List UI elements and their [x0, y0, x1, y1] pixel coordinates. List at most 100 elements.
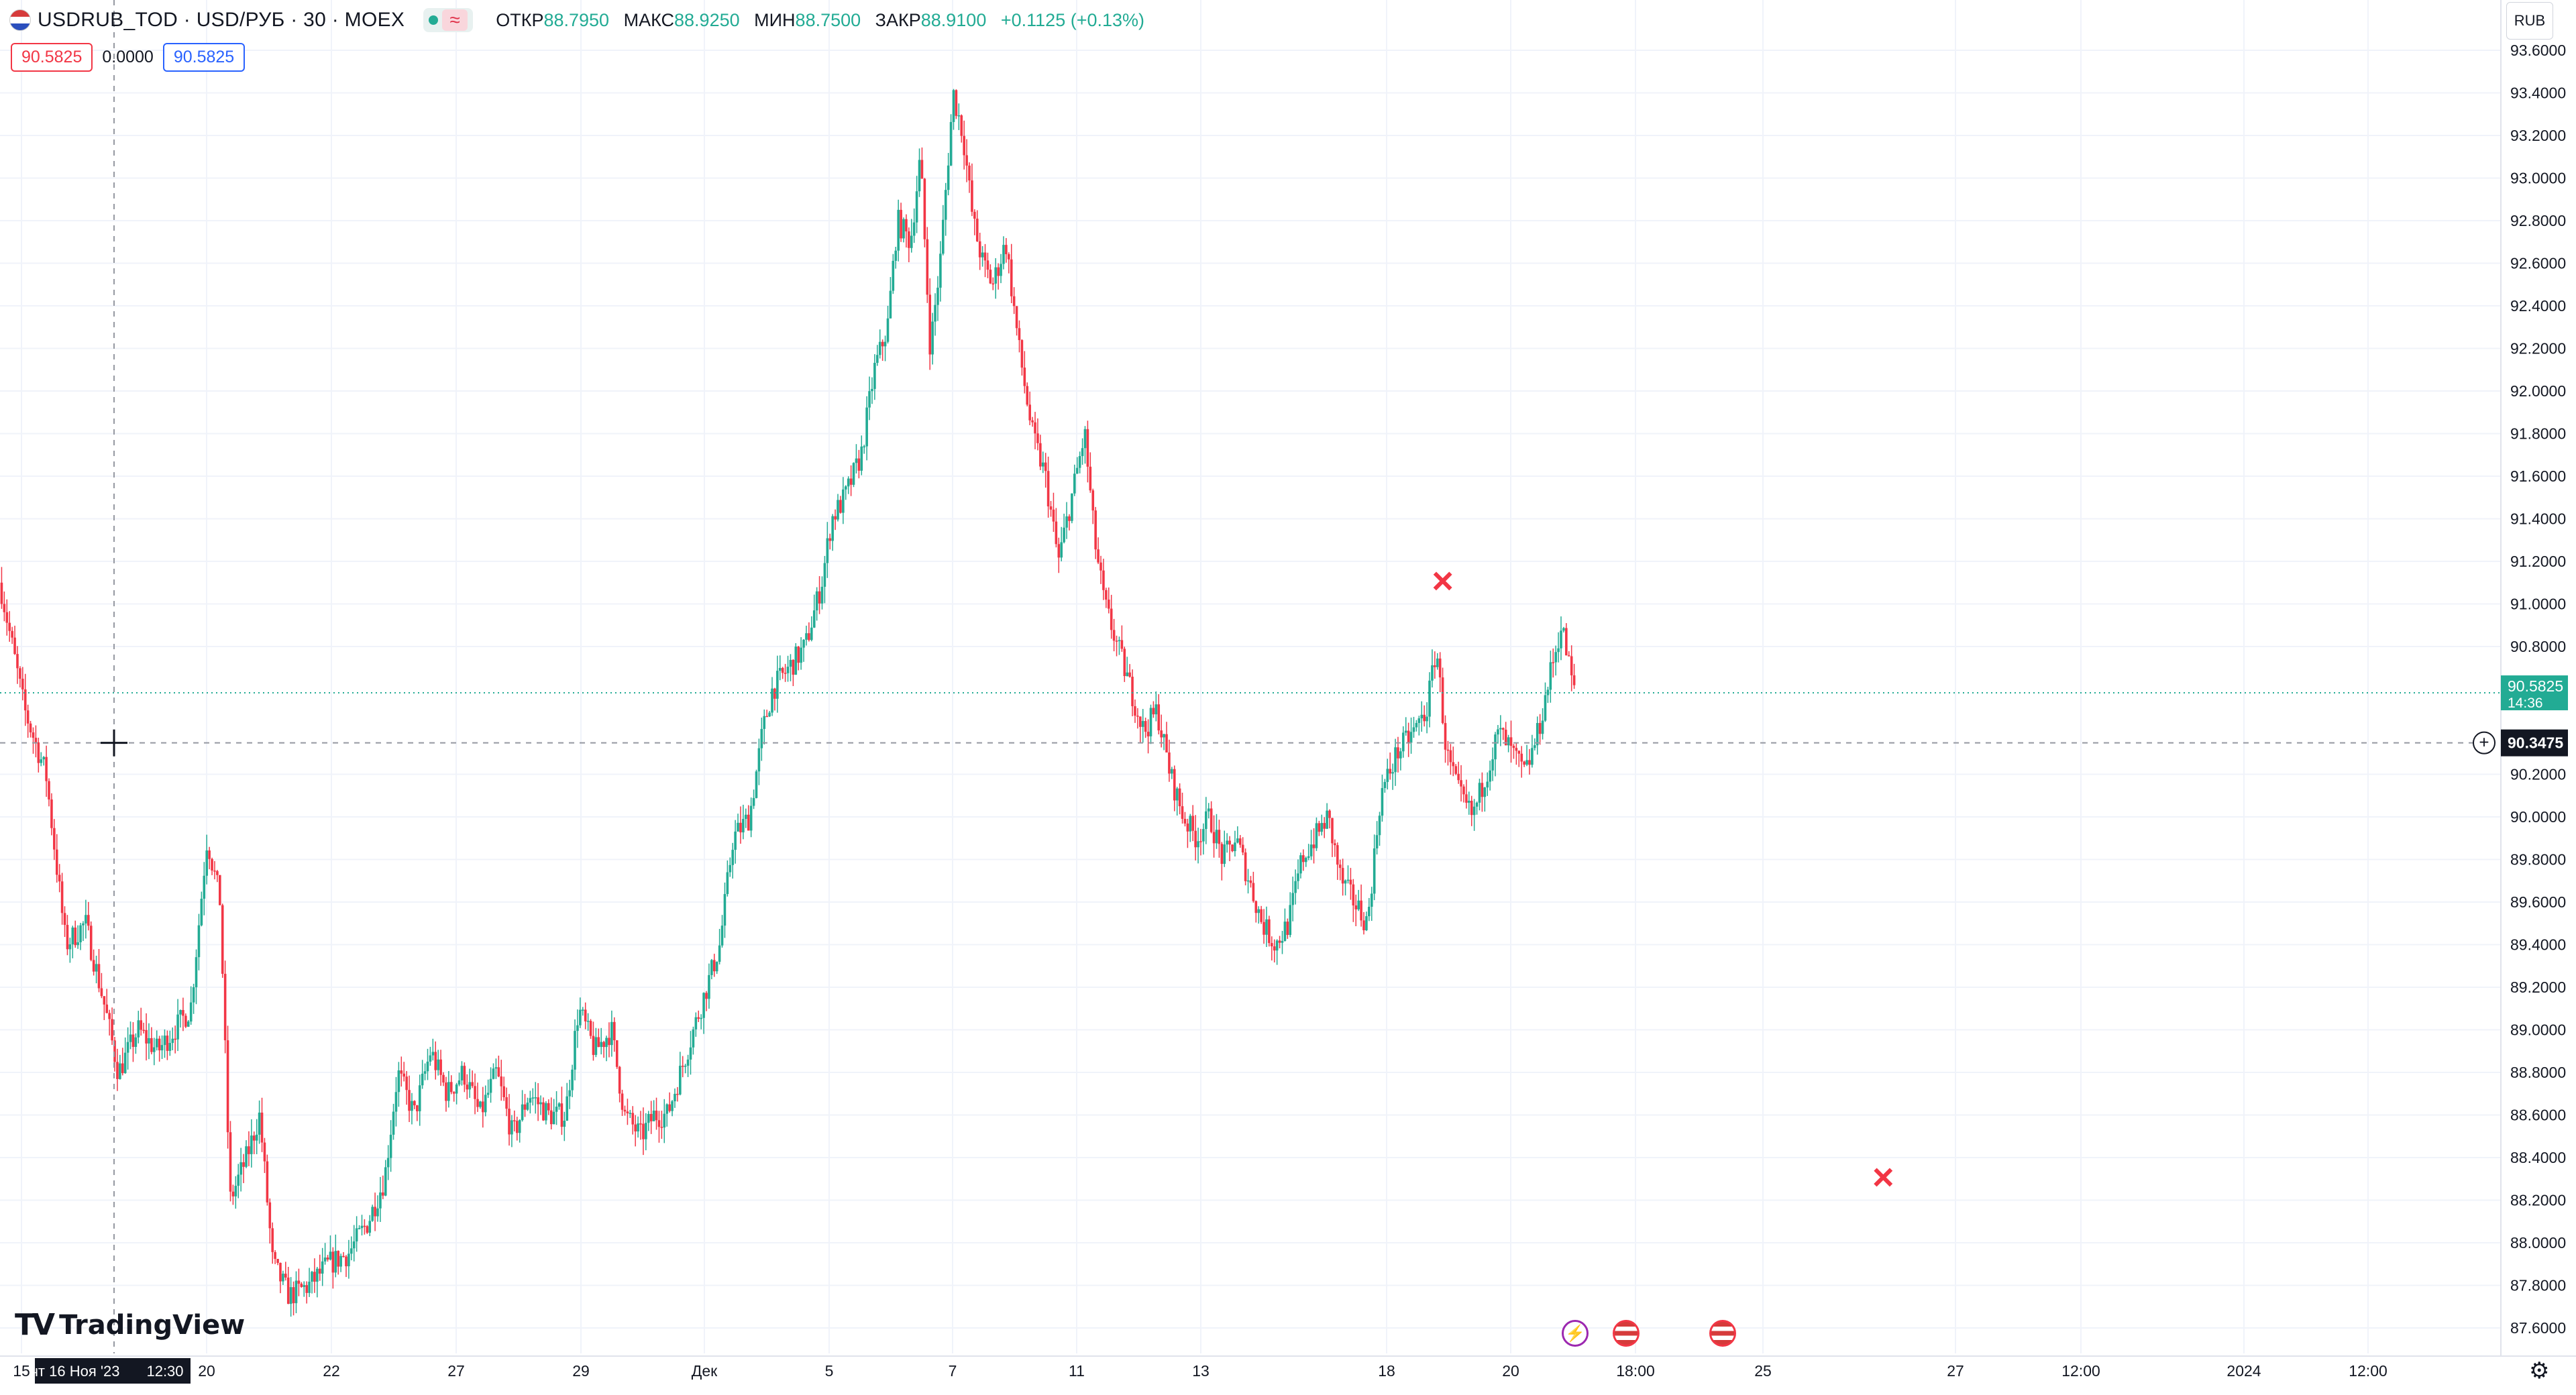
- us-flag-icon[interactable]: [1613, 1320, 1640, 1347]
- candle-body: [781, 667, 784, 673]
- price-tick-label: 88.4000: [2510, 1149, 2566, 1166]
- candle-body: [413, 1101, 416, 1106]
- high-label: МАКС: [623, 9, 675, 30]
- candle-body: [784, 673, 787, 674]
- candle-body: [1520, 753, 1523, 762]
- candle-body: [602, 1042, 605, 1048]
- candle-body: [355, 1228, 358, 1242]
- candle-body: [1178, 788, 1181, 807]
- candle-body: [234, 1186, 237, 1196]
- candle-body: [360, 1225, 364, 1229]
- market-status-pill[interactable]: ≈: [423, 8, 474, 32]
- candle-body: [1134, 706, 1136, 716]
- candle-body: [1160, 730, 1163, 738]
- candle-body: [313, 1272, 316, 1282]
- candle-body: [150, 1038, 153, 1052]
- candle-body: [1462, 786, 1465, 795]
- candle-body: [447, 1082, 450, 1101]
- candle-body: [352, 1241, 356, 1249]
- candle-body: [505, 1097, 508, 1109]
- candle-body: [1286, 922, 1289, 936]
- candle-body: [148, 1038, 150, 1044]
- candle-body: [55, 849, 58, 875]
- gear-icon[interactable]: ⚙: [2529, 1358, 2550, 1384]
- candle-body: [576, 1025, 579, 1031]
- candle-body: [1202, 829, 1205, 842]
- last-price-label-bg: [2501, 675, 2568, 711]
- candle-body: [1449, 750, 1452, 763]
- candle-body: [1309, 844, 1313, 856]
- open-value: 88.7950: [543, 9, 610, 30]
- candle-body: [468, 1082, 472, 1090]
- candle-body: [1210, 808, 1213, 832]
- candle-body: [1044, 462, 1047, 471]
- price-tick-label: 91.8000: [2510, 425, 2566, 443]
- candle-body: [334, 1251, 337, 1273]
- candle-body: [1275, 940, 1279, 951]
- price-tick-label: 92.6000: [2510, 255, 2566, 272]
- candle-body: [1131, 677, 1134, 706]
- candle-body: [358, 1228, 361, 1229]
- candle-body: [255, 1134, 258, 1141]
- candle-body: [905, 219, 908, 231]
- cross-marker: ×: [1872, 1156, 1894, 1198]
- candle-body: [700, 1017, 702, 1019]
- candle-body: [489, 1078, 492, 1093]
- sell-button[interactable]: 90.5825: [11, 43, 93, 72]
- us-flag-icon[interactable]: [1709, 1320, 1736, 1347]
- candle-body: [645, 1123, 647, 1139]
- candle-body: [1246, 880, 1250, 882]
- symbol-title[interactable]: USDRUB_TOD · USD/РУБ · 30 · MOEX: [38, 9, 405, 31]
- candle-body: [989, 270, 992, 284]
- candle-body: [449, 1082, 453, 1093]
- candle-body: [1441, 677, 1444, 724]
- candle-body: [339, 1256, 342, 1267]
- candle-body: [1046, 471, 1050, 507]
- candle-body: [1523, 761, 1525, 765]
- candle-body: [1086, 429, 1089, 467]
- candle-body: [350, 1248, 353, 1254]
- wave-icon[interactable]: ≈: [442, 9, 468, 31]
- candle-body: [153, 1047, 156, 1052]
- candle-body: [1334, 843, 1336, 846]
- candle-body: [726, 872, 729, 895]
- candle-body: [1302, 855, 1305, 862]
- candle-body: [66, 925, 69, 950]
- tradingview-logo[interactable]: TV TradingView: [15, 1308, 245, 1342]
- candle-body: [918, 160, 921, 192]
- candle-body: [881, 341, 884, 347]
- candle-body: [668, 1104, 671, 1111]
- candle-body: [331, 1251, 335, 1273]
- candle-body: [902, 219, 905, 239]
- candle-body: [437, 1059, 439, 1070]
- candle-body: [749, 805, 753, 831]
- candle-body: [1197, 841, 1199, 848]
- price-tick-label: 88.0000: [2510, 1234, 2566, 1251]
- currency-button[interactable]: RUB: [2506, 2, 2553, 40]
- candle-body: [394, 1092, 398, 1112]
- buy-button[interactable]: 90.5825: [162, 43, 246, 72]
- candle-body: [479, 1101, 482, 1107]
- candle-body: [1381, 788, 1384, 816]
- candle-body: [476, 1099, 479, 1107]
- candle-body: [742, 819, 745, 833]
- candle-body: [571, 1069, 574, 1091]
- candle-body: [1039, 443, 1042, 467]
- candle-body: [955, 90, 958, 116]
- candle-body: [1091, 490, 1095, 511]
- candle-body: [892, 260, 895, 291]
- candle-body: [705, 993, 708, 999]
- price-tick-label: 93.0000: [2510, 170, 2566, 187]
- candle-body: [542, 1102, 545, 1121]
- time-tick-label: 5: [825, 1362, 834, 1380]
- candle-body: [1102, 570, 1105, 590]
- candle-body: [463, 1066, 466, 1085]
- close-value: 88.9100: [920, 9, 987, 30]
- candle-body: [965, 155, 968, 166]
- candle-body: [113, 1040, 116, 1062]
- candle-body: [1271, 943, 1273, 947]
- add-alert-icon[interactable]: [2473, 731, 2496, 755]
- lightning-icon[interactable]: ⚡: [1562, 1320, 1589, 1347]
- candle-body: [258, 1112, 261, 1135]
